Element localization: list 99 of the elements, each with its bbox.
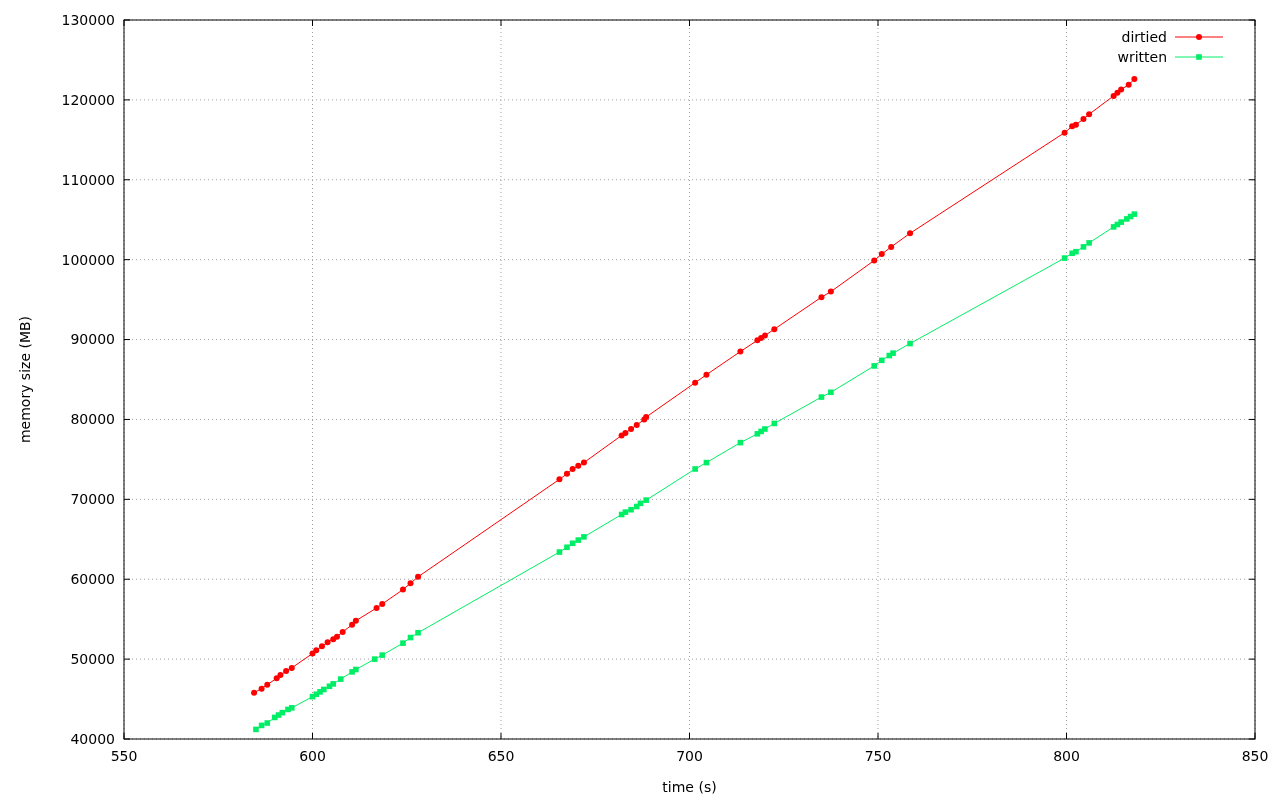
point xyxy=(692,466,698,472)
y-tick-label: 120000 xyxy=(61,91,115,108)
point xyxy=(379,600,386,607)
point xyxy=(556,549,563,555)
point xyxy=(371,656,378,662)
point xyxy=(771,326,778,333)
point xyxy=(288,664,295,671)
y-tick-label: 70000 xyxy=(70,491,115,508)
point xyxy=(352,617,359,624)
point xyxy=(1086,240,1092,246)
point xyxy=(890,350,896,356)
point xyxy=(283,668,290,675)
point xyxy=(1061,129,1068,136)
point xyxy=(264,720,271,726)
point xyxy=(1061,255,1068,261)
point xyxy=(277,672,284,679)
point xyxy=(622,509,629,515)
x-tick-label: 550 xyxy=(110,748,138,764)
point xyxy=(575,537,582,543)
point xyxy=(556,476,563,483)
point xyxy=(288,705,295,711)
point xyxy=(1118,86,1125,93)
point xyxy=(564,544,570,551)
point xyxy=(353,666,359,673)
point xyxy=(628,426,635,433)
point xyxy=(622,430,629,437)
point xyxy=(1073,248,1079,255)
y-tick-label: 90000 xyxy=(70,331,115,348)
point xyxy=(407,580,414,587)
point xyxy=(633,422,640,429)
point xyxy=(415,573,422,580)
point xyxy=(339,628,346,635)
point xyxy=(258,685,265,692)
point xyxy=(264,681,271,688)
point xyxy=(373,604,380,611)
legend-label: written xyxy=(1117,48,1167,65)
point xyxy=(1110,92,1117,99)
y-tick-label: 50000 xyxy=(70,651,115,668)
point xyxy=(1125,81,1132,88)
point xyxy=(878,357,885,364)
point xyxy=(1118,219,1124,225)
point xyxy=(399,586,406,593)
point xyxy=(379,652,386,658)
point xyxy=(334,633,341,640)
x-tick-label: 800 xyxy=(1053,748,1080,764)
y-tick-label: 110000 xyxy=(61,171,115,188)
y-tick-label: 130000 xyxy=(61,11,115,28)
point xyxy=(737,348,744,355)
point xyxy=(643,497,649,503)
point xyxy=(318,643,325,650)
point xyxy=(692,379,699,386)
point xyxy=(349,621,356,628)
point xyxy=(1080,116,1087,123)
x-tick-label: 750 xyxy=(864,748,892,764)
x-tick-label: 650 xyxy=(487,748,515,764)
point xyxy=(253,726,259,733)
y-tick-label: 40000 xyxy=(70,730,115,747)
point xyxy=(907,230,914,237)
point xyxy=(762,426,768,432)
point xyxy=(581,534,587,540)
y-tick-label: 100000 xyxy=(61,251,115,268)
x-tick-label: 600 xyxy=(299,748,326,764)
point xyxy=(871,257,878,264)
point xyxy=(415,629,421,636)
point xyxy=(580,459,587,466)
x-axis-title: time (s) xyxy=(662,779,717,795)
point xyxy=(313,647,320,654)
point xyxy=(703,371,710,378)
x-tick-label: 850 xyxy=(1241,748,1269,764)
point xyxy=(330,681,337,687)
point xyxy=(818,394,825,400)
point xyxy=(1131,211,1138,217)
point xyxy=(321,686,327,693)
point xyxy=(827,288,834,295)
x-tick-label: 700 xyxy=(676,748,703,764)
point xyxy=(818,294,825,301)
point xyxy=(878,251,885,258)
point xyxy=(563,470,570,477)
point xyxy=(888,243,895,250)
point xyxy=(1080,244,1087,250)
point xyxy=(400,640,406,646)
y-tick-label: 80000 xyxy=(70,411,115,428)
point xyxy=(575,462,582,469)
point xyxy=(1131,76,1138,83)
point xyxy=(907,340,913,347)
legend-label: dirtied xyxy=(1121,28,1167,45)
point xyxy=(324,639,331,646)
point xyxy=(871,363,878,369)
point xyxy=(337,676,344,682)
point xyxy=(828,389,834,396)
point xyxy=(761,332,768,339)
point xyxy=(1114,89,1121,96)
point xyxy=(251,689,258,696)
point xyxy=(569,540,576,547)
point xyxy=(628,506,634,513)
y-axis-title: memory size (MB) xyxy=(17,315,33,444)
point xyxy=(569,465,576,472)
y-tick-label: 60000 xyxy=(70,571,115,588)
point xyxy=(1086,111,1093,118)
